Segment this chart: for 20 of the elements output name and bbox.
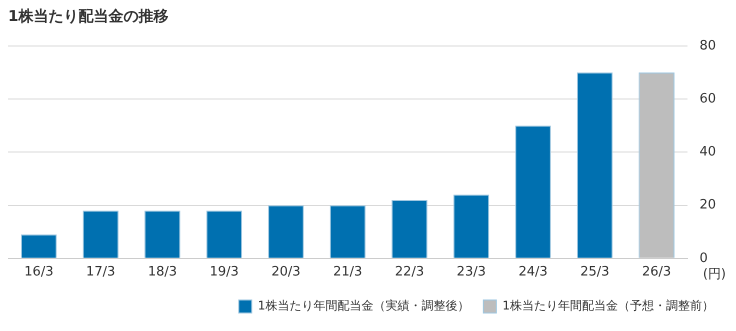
chart-title: 1株当たり配当金の推移	[8, 6, 168, 25]
x-tick-label: 23/3	[456, 264, 486, 280]
y-tick-label: 80	[699, 38, 716, 54]
y-tick-label: 20	[699, 198, 716, 213]
y-tick-label: 40	[699, 144, 716, 160]
legend-label: 1株当たり年間配当金（予想・調整前）	[502, 298, 714, 313]
x-tick-label: 19/3	[210, 264, 239, 280]
x-tick-label: 25/3	[580, 264, 610, 280]
y-tick-label: 60	[699, 91, 716, 106]
x-tick-label: 22/3	[394, 264, 424, 280]
x-tick-label: 26/3	[642, 264, 672, 280]
y-tick-label: 0	[699, 250, 708, 266]
x-tick-label: 21/3	[333, 264, 362, 280]
x-tick-label: 20/3	[271, 264, 301, 280]
x-tick-label: 17/3	[86, 264, 116, 280]
x-tick-label: 24/3	[518, 264, 548, 280]
x-tick-label: 18/3	[148, 264, 178, 280]
x-tick-label: 16/3	[24, 264, 54, 280]
y-axis-title: (円)	[702, 266, 726, 282]
legend-label: 1株当たり年間配当金（実績・調整後）	[258, 298, 470, 313]
